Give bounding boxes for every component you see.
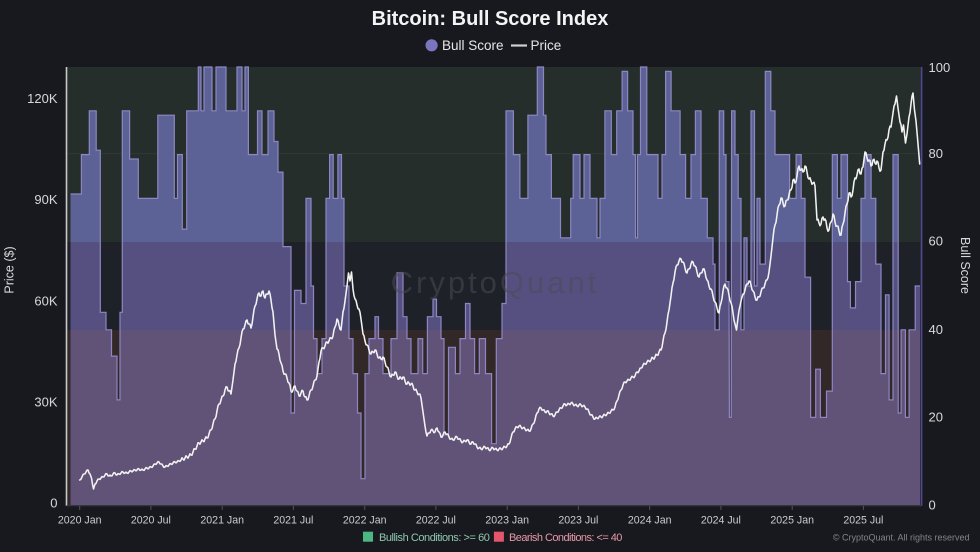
svg-text:20: 20: [929, 410, 943, 425]
svg-text:30K: 30K: [34, 394, 57, 409]
svg-text:2020 Jul: 2020 Jul: [131, 515, 171, 527]
svg-text:Bull Score: Bull Score: [958, 237, 972, 294]
svg-text:40: 40: [929, 322, 943, 337]
svg-text:60: 60: [929, 234, 943, 249]
svg-text:60K: 60K: [34, 293, 57, 308]
svg-text:Price: Price: [531, 38, 562, 53]
svg-text:Bullish Conditions: >= 60: Bullish Conditions: >= 60: [379, 532, 490, 544]
svg-text:0: 0: [50, 496, 57, 511]
svg-text:2020 Jan: 2020 Jan: [58, 515, 102, 527]
svg-text:2024 Jul: 2024 Jul: [701, 515, 741, 527]
svg-text:90K: 90K: [34, 192, 57, 207]
svg-text:2023 Jan: 2023 Jan: [485, 515, 529, 527]
svg-text:Bearish Conditions: <= 40: Bearish Conditions: <= 40: [509, 532, 622, 544]
svg-text:Bull Score: Bull Score: [442, 38, 504, 53]
svg-text:2024 Jan: 2024 Jan: [628, 515, 672, 527]
svg-text:0: 0: [929, 497, 936, 512]
svg-text:2023 Jul: 2023 Jul: [558, 515, 598, 527]
svg-text:2021 Jul: 2021 Jul: [273, 515, 313, 527]
svg-text:© CryptoQuant. All rights rese: © CryptoQuant. All rights reserved: [833, 533, 970, 543]
svg-text:100: 100: [929, 60, 951, 75]
svg-text:Bitcoin: Bull Score Index: Bitcoin: Bull Score Index: [372, 8, 609, 30]
svg-text:2022 Jul: 2022 Jul: [416, 515, 456, 527]
svg-text:2025 Jan: 2025 Jan: [770, 515, 814, 527]
svg-text:80: 80: [929, 146, 943, 161]
svg-text:2025 Jul: 2025 Jul: [843, 515, 883, 527]
svg-text:Price ($): Price ($): [3, 246, 17, 293]
svg-text:2021 Jan: 2021 Jan: [200, 515, 244, 527]
svg-text:120K: 120K: [27, 91, 58, 106]
svg-text:CryptoQuant: CryptoQuant: [391, 265, 600, 300]
svg-text:2022 Jan: 2022 Jan: [343, 515, 387, 527]
